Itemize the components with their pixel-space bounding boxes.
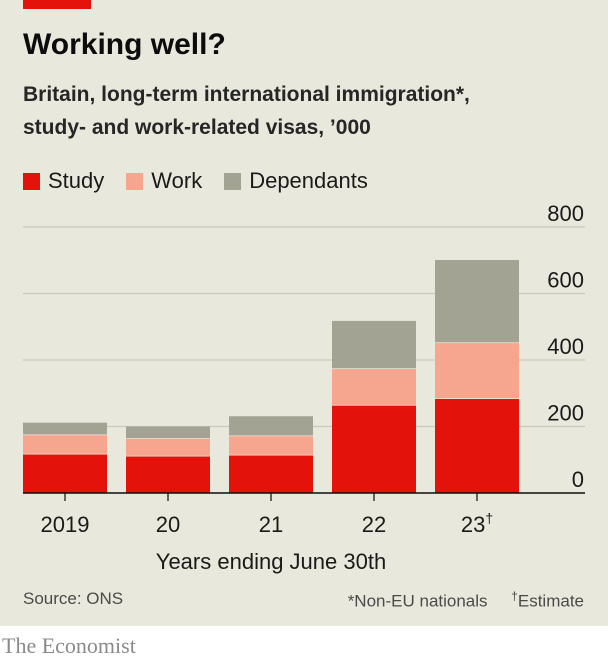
bar-work-22 xyxy=(332,368,416,405)
x-tick-label-21: 21 xyxy=(259,512,283,537)
brand-logo-text: The Economist xyxy=(2,633,136,658)
footnote-non-eu: *Non-EU nationals xyxy=(347,591,488,611)
y-tick-label-600: 600 xyxy=(547,268,584,293)
x-tick-label-20: 20 xyxy=(156,512,180,537)
chart-title: Working well? xyxy=(23,28,226,61)
bar-work-2019 xyxy=(23,434,107,454)
stacked-bar-chart: 2019 20 21 22 23† 0 200 400 600 800 Years ending J… xyxy=(23,201,585,574)
bar-dependants-2019 xyxy=(23,421,107,435)
legend-item-dependants: Dependants xyxy=(224,168,368,194)
legend-item-study: Study xyxy=(23,168,104,194)
bar-study-22 xyxy=(332,404,416,493)
y-tick-label-800: 800 xyxy=(547,201,584,226)
legend: Study Work Dependants xyxy=(23,168,390,194)
source-note: Source: ONS xyxy=(23,589,124,608)
chart-panel: Working well? Britain, long-term interna… xyxy=(0,0,608,626)
chart-subtitle-line-1: Britain, long-term international immigra… xyxy=(23,83,470,106)
x-tick-label-23: 23† xyxy=(461,510,493,537)
x-tick-label-22: 22 xyxy=(362,512,386,537)
bar-work-21 xyxy=(229,435,313,455)
brand-red-tag xyxy=(23,0,91,9)
bar-study-21 xyxy=(229,454,313,493)
bar-dependants-21 xyxy=(229,415,313,436)
footnote-estimate: Estimate xyxy=(517,591,584,611)
bar-work-23 xyxy=(435,342,519,399)
bar-work-20 xyxy=(126,438,210,456)
legend-label-work: Work xyxy=(151,168,203,193)
footnotes: *Non-EU nationals †Estimate xyxy=(348,589,584,612)
chart-subtitle-line-2: study- and work-related visas, ’000 xyxy=(23,116,371,139)
footnote-estimate-mark: † xyxy=(511,589,518,603)
x-axis-label: Years ending June 30th xyxy=(156,549,386,574)
bar-study-2019 xyxy=(23,453,107,493)
legend-swatch-study xyxy=(23,172,40,190)
y-tick-label-0: 0 xyxy=(572,467,584,492)
legend-label-dependants: Dependants xyxy=(249,168,368,193)
legend-label-study: Study xyxy=(48,168,105,193)
y-tick-label-400: 400 xyxy=(547,334,584,359)
legend-swatch-dependants xyxy=(224,172,242,190)
y-tick-label-200: 200 xyxy=(547,401,584,426)
bar-dependants-23 xyxy=(435,259,519,343)
x-tick-label-2019: 2019 xyxy=(41,512,90,537)
legend-item-work: Work xyxy=(126,168,202,194)
bar-study-20 xyxy=(126,455,210,493)
bar-study-23 xyxy=(435,398,519,493)
legend-swatch-work xyxy=(126,172,144,190)
bar-dependants-20 xyxy=(126,425,210,439)
bar-dependants-22 xyxy=(332,320,416,369)
x-tick-mark-23: † xyxy=(485,510,493,526)
